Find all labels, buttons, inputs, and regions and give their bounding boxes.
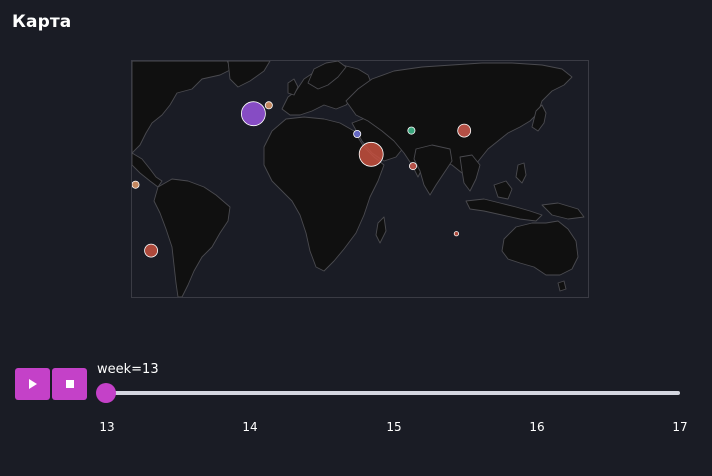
land-central-america — [132, 152, 163, 188]
map-marker-1[interactable] — [264, 101, 273, 110]
week-readout: week=13 — [97, 362, 159, 377]
land-new-guinea — [541, 202, 585, 220]
land-philippines — [515, 162, 527, 184]
slider-tick-16[interactable]: 16 — [529, 420, 545, 434]
land-india — [413, 144, 453, 196]
stop-button[interactable] — [52, 368, 87, 400]
land-indonesia — [465, 198, 543, 222]
land-uk — [287, 78, 299, 96]
week-slider-track[interactable] — [106, 391, 680, 395]
map-marker-5[interactable] — [408, 162, 417, 171]
map-marker-3[interactable] — [353, 130, 362, 139]
land-australia — [501, 220, 579, 276]
map-marker-9[interactable] — [453, 231, 459, 237]
land-borneo — [493, 180, 513, 200]
land-north-america — [132, 61, 233, 154]
slider-tick-13[interactable]: 13 — [99, 420, 115, 434]
stop-icon — [66, 380, 74, 388]
slider-tick-17[interactable]: 17 — [672, 420, 688, 434]
land-asia — [345, 62, 573, 178]
page-title: Карта — [12, 12, 72, 32]
land-south-america — [153, 178, 231, 297]
play-icon — [29, 379, 37, 389]
world-map-canvas[interactable] — [132, 61, 588, 297]
land-tasmania — [557, 280, 567, 292]
map-marker-2[interactable] — [358, 141, 384, 167]
landmasses — [132, 61, 585, 297]
land-japan — [531, 104, 547, 132]
map-marker-7[interactable] — [132, 180, 140, 189]
marker-layer[interactable] — [132, 101, 472, 258]
week-slider-handle[interactable] — [96, 383, 116, 403]
play-button[interactable] — [15, 368, 50, 400]
land-madagascar — [375, 216, 387, 244]
map-marker-6[interactable] — [457, 123, 472, 138]
map-marker-8[interactable] — [144, 243, 159, 258]
land-scandinavia — [307, 61, 347, 90]
land-indochina — [459, 154, 481, 192]
map-marker-0[interactable] — [241, 101, 266, 127]
map-marker-4[interactable] — [407, 126, 416, 135]
world-map[interactable] — [131, 60, 589, 298]
slider-tick-15[interactable]: 15 — [386, 420, 402, 434]
land-africa — [263, 116, 385, 272]
land-greenland — [227, 61, 271, 88]
slider-tick-14[interactable]: 14 — [242, 420, 258, 434]
